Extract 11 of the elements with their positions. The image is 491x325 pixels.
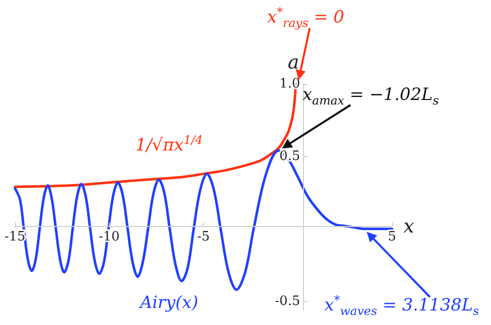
x-tick-label: 5 <box>388 230 396 245</box>
x-tick-label: -5 <box>197 230 210 245</box>
annotation: x$_{a}$$_{max}$ = −1.02L$_{s}$ <box>302 84 439 108</box>
series-label: Airy(x) <box>140 292 198 313</box>
x-axis-title: x <box>404 216 415 238</box>
y-axis-title: a <box>288 52 300 74</box>
y-tick-label: -0.5 <box>275 294 300 309</box>
annotation: x$^{*}$$_{waves}$ = 3.1138L$_{s}$ <box>324 293 479 318</box>
text: x$^{*}$$_{rays}$ = 0 <box>267 4 344 30</box>
y-tick-label: 1.0 <box>279 76 300 92</box>
series-label: 1/√πx$^{1/4}$ <box>135 133 203 156</box>
